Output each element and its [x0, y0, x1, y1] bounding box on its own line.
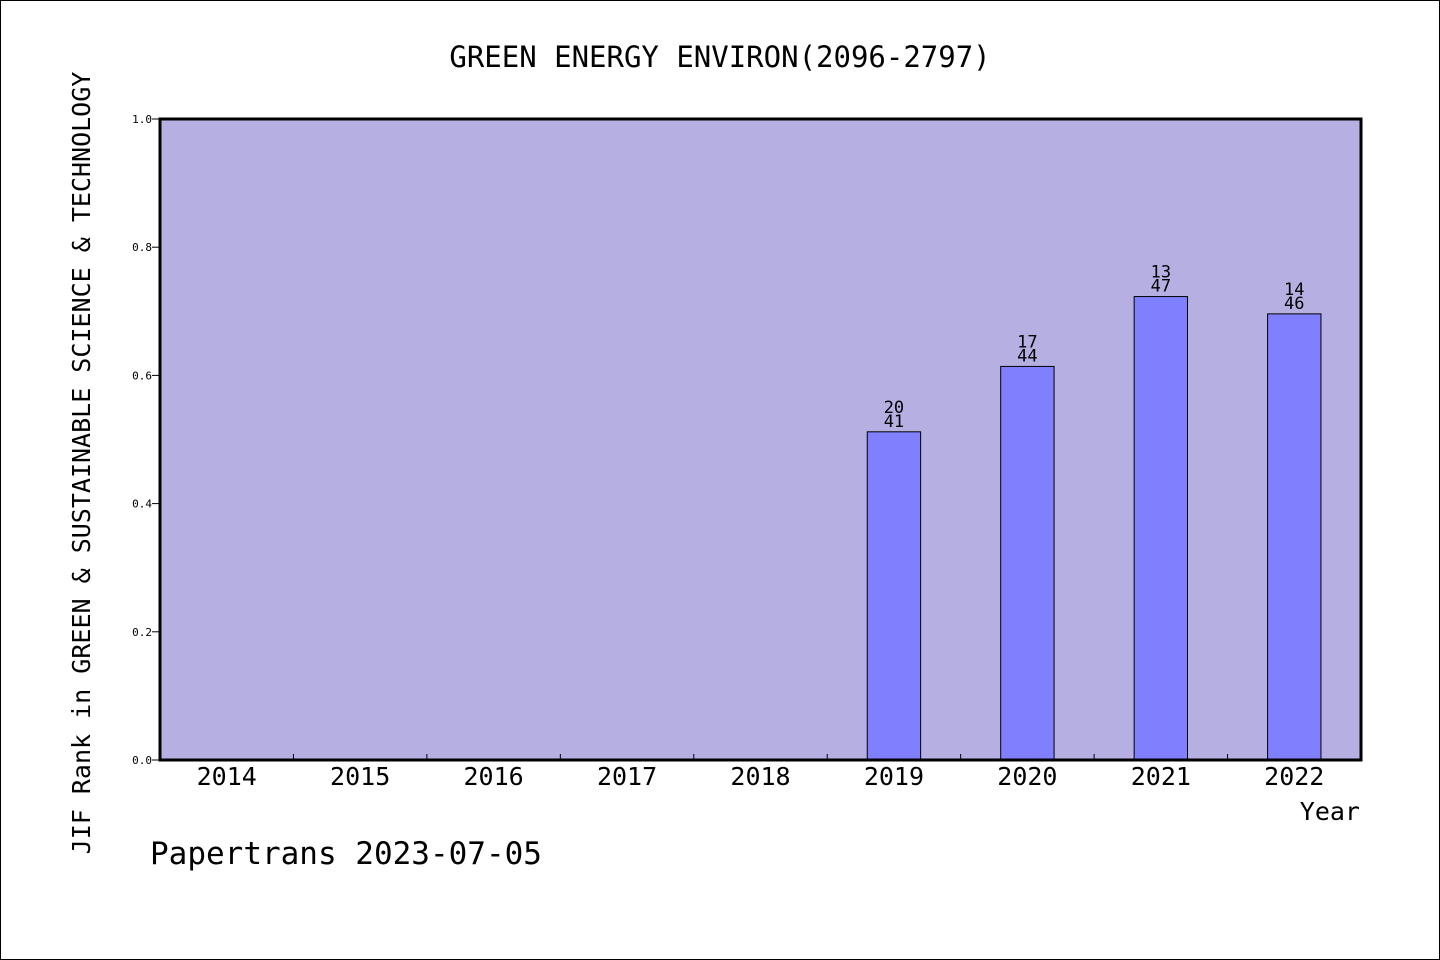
y-tick-label: 0.2: [132, 626, 152, 639]
x-tick-label: 2016: [464, 762, 524, 791]
y-tick-label: 1.0: [132, 113, 152, 126]
bar-2019: [866, 431, 922, 761]
watermark-text: Papertrans 2023-07-05: [150, 836, 542, 872]
bar-rank-label: 20: [884, 398, 904, 418]
bar-2021: [1133, 296, 1189, 761]
x-tick-label: 2021: [1131, 762, 1191, 791]
y-tick-label: 0.6: [132, 369, 152, 382]
y-tick-label: 0.0: [132, 754, 152, 767]
bar-2022: [1267, 313, 1322, 761]
x-tick-label: 2022: [1264, 762, 1324, 791]
bar-total-label: 46: [1284, 294, 1304, 314]
y-tick-label: 0.4: [132, 498, 152, 511]
bar-2020: [1000, 365, 1055, 761]
bars-group: [866, 296, 1322, 761]
x-tick-label: 2015: [330, 762, 390, 791]
y-axis-label: JIF Rank in GREEN & SUSTAINABLE SCIENCE …: [67, 72, 96, 855]
x-tick-label: 2017: [597, 762, 657, 791]
chart-title: GREEN ENERGY ENVIRON(2096-2797): [449, 40, 990, 74]
bar-rank-label: 17: [1017, 332, 1037, 352]
x-axis-label: Year: [1300, 797, 1360, 826]
plot-border: [158, 117, 1363, 762]
bar-rank-label: 14: [1284, 280, 1304, 300]
x-axis-ticks: 2014 2015 2016 2017 2018 2019 2020 2021 2022: [197, 754, 1324, 791]
x-tick-label: 2020: [997, 762, 1057, 791]
bar-rank-label: 13: [1151, 263, 1171, 283]
x-tick-label: 2014: [197, 762, 257, 791]
y-axis-ticks: 0.0 0.2 0.4 0.6 0.8 1.0: [132, 113, 160, 767]
bar-total-label: 47: [1151, 277, 1171, 297]
x-tick-label: 2019: [864, 762, 924, 791]
bar-total-label: 44: [1017, 346, 1037, 366]
y-tick-label: 0.8: [132, 241, 152, 254]
bar-total-label: 41: [884, 412, 904, 432]
x-tick-label: 2018: [730, 762, 790, 791]
